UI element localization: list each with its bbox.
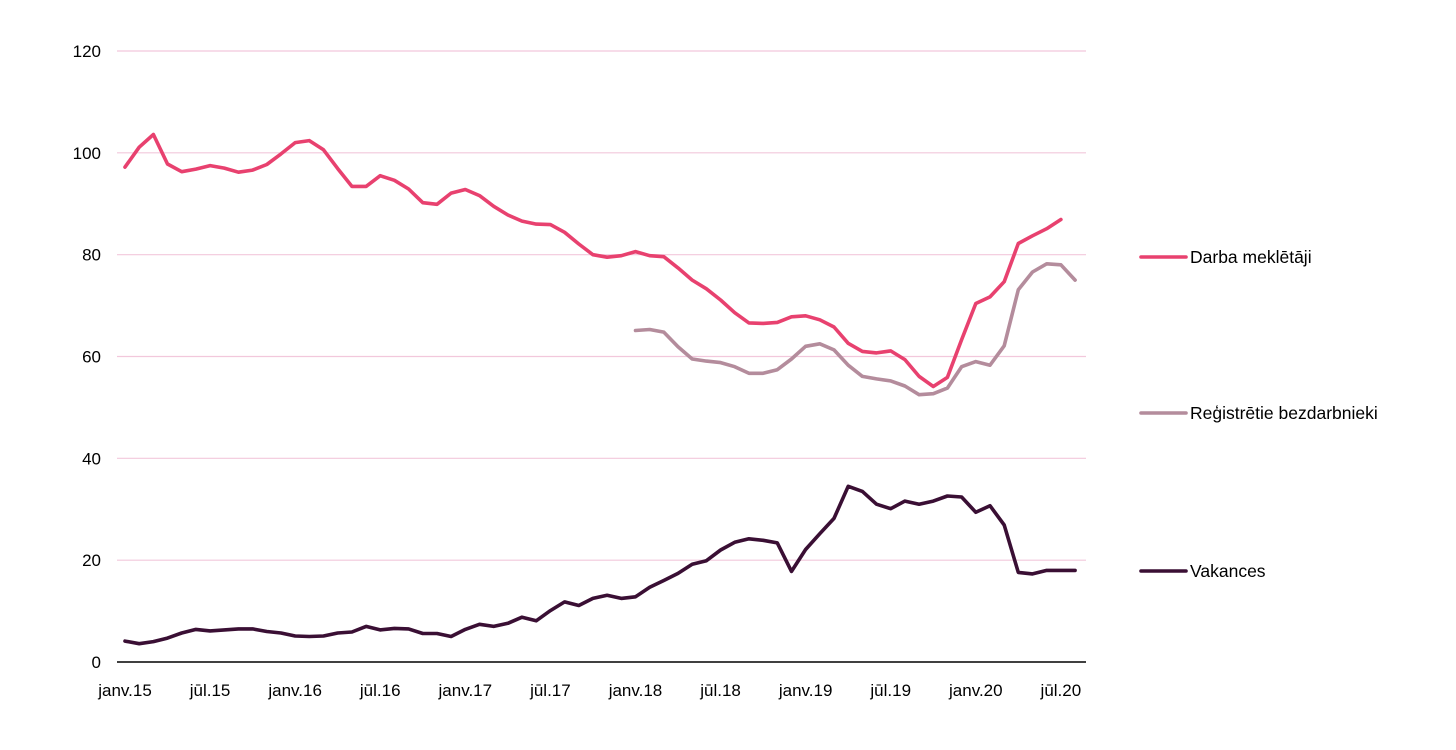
series-lines — [123, 132, 1077, 646]
y-tick-label: 120 — [73, 42, 101, 61]
x-tick-label: janv.20 — [948, 681, 1003, 700]
y-tick-label: 20 — [82, 551, 101, 570]
x-tick-label: jūl.20 — [1040, 681, 1082, 700]
x-tick-label: janv.16 — [267, 681, 322, 700]
y-tick-label: 40 — [82, 449, 101, 468]
series-line-0 — [123, 132, 1063, 389]
x-tick-label: jūl.17 — [529, 681, 571, 700]
legend-label: Vakances — [1190, 561, 1266, 581]
x-tick-label: jūl.16 — [359, 681, 401, 700]
x-tick-label: jūl.18 — [699, 681, 741, 700]
series-line-2 — [123, 484, 1077, 646]
x-tick-label: janv.15 — [97, 681, 152, 700]
x-tick-label: janv.19 — [778, 681, 833, 700]
legend: Darba meklētāji Reģistrētie bezdarbnieki V… — [1139, 247, 1378, 581]
y-tick-label: 0 — [92, 653, 101, 672]
x-tick-label: janv.18 — [608, 681, 663, 700]
legend-label: Reģistrētie bezdarbnieki — [1190, 403, 1378, 423]
x-tick-label: janv.17 — [438, 681, 493, 700]
y-tick-label: 80 — [82, 246, 101, 265]
legend-label: Darba meklētāji — [1190, 247, 1312, 267]
x-axis: janv.15 jūl.15 janv.16 jūl.16 janv.17 jūl.17 j… — [97, 661, 1086, 700]
gridlines — [117, 50, 1086, 561]
series-line-1 — [633, 262, 1077, 397]
y-axis: 0 20 40 60 80 100 120 — [73, 42, 101, 672]
y-tick-label: 100 — [73, 144, 101, 163]
x-tick-label: jūl.15 — [189, 681, 231, 700]
x-tick-label: jūl.19 — [869, 681, 911, 700]
y-tick-label: 60 — [82, 348, 101, 367]
